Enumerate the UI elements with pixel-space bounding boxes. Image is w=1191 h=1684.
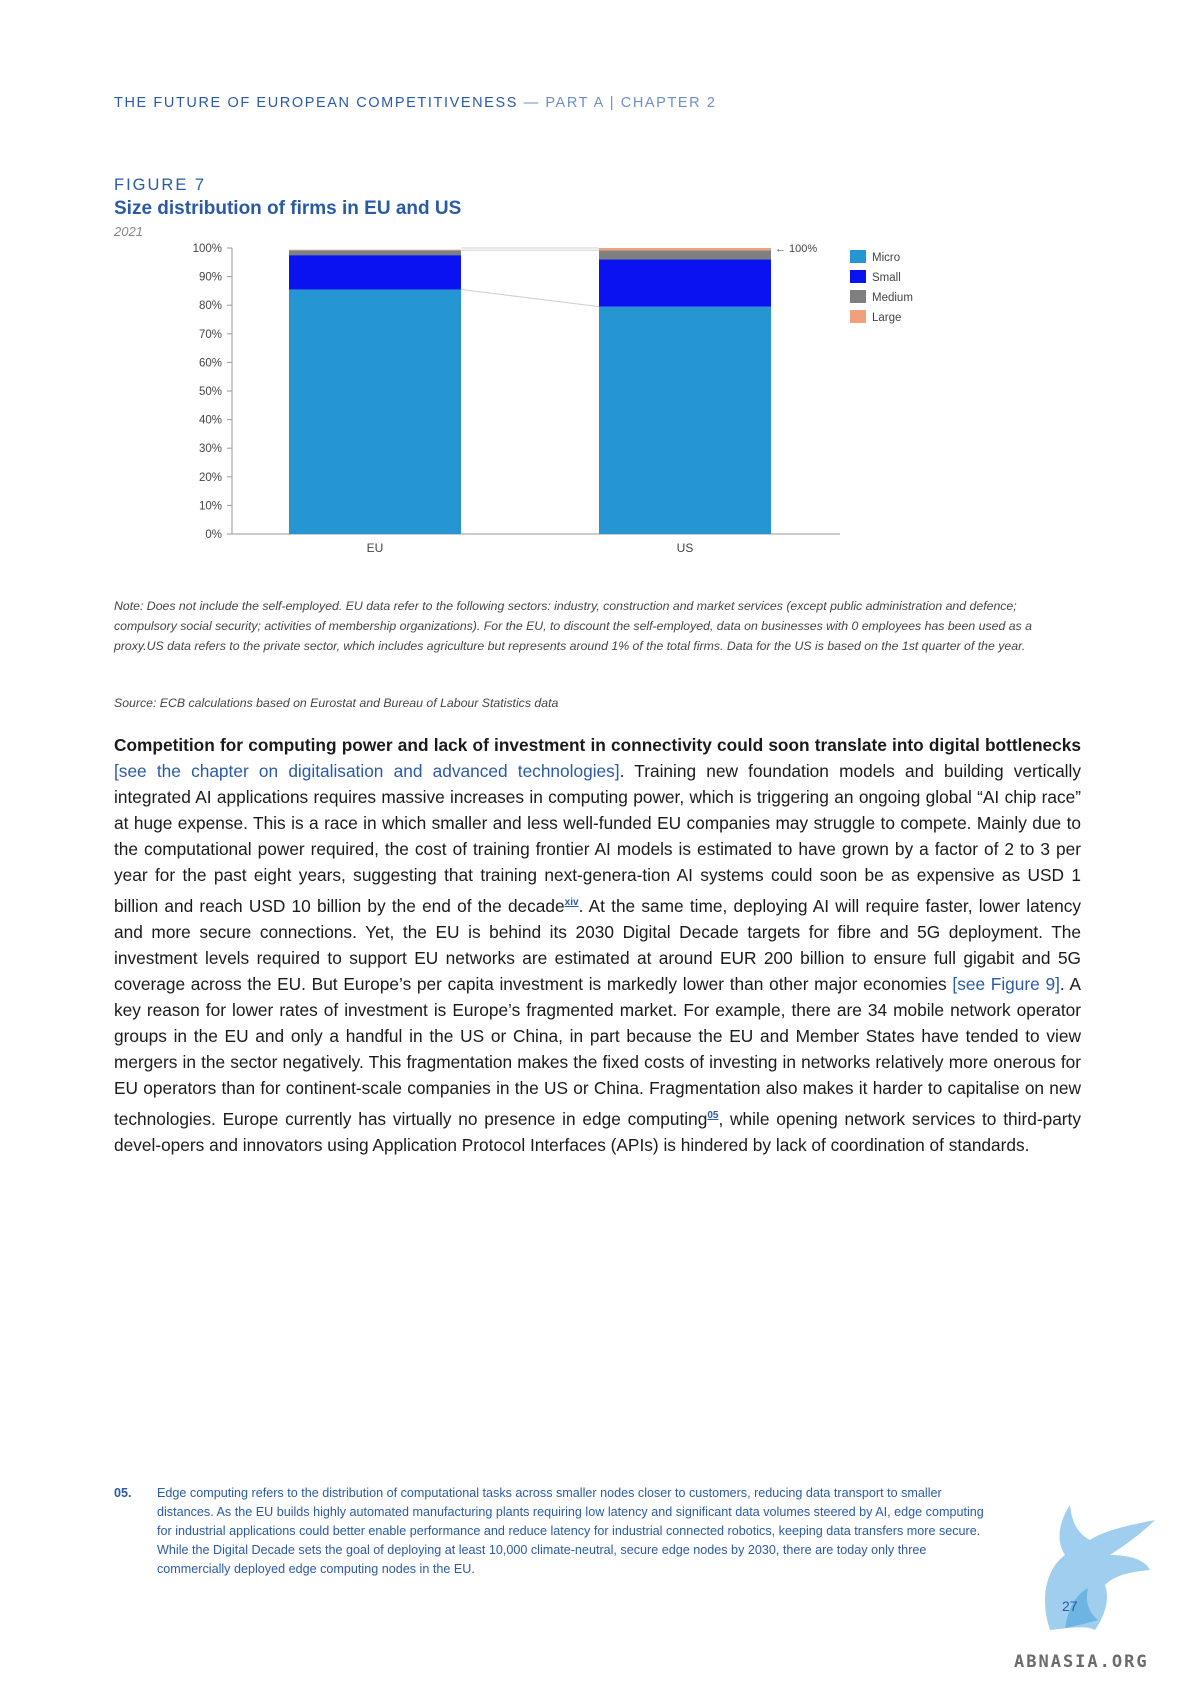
bar-micro-eu [289,289,461,534]
y-tick-label: 0% [205,529,222,541]
footnote-text: Edge computing refers to the distributio… [157,1486,984,1576]
body-text-3: . A key reason for lower rates of invest… [114,973,1081,1129]
y-tick-label: 20% [199,472,222,484]
bar-micro-us [599,306,771,534]
griffin-logo-icon [1045,1505,1155,1630]
y-tick-label: 30% [199,443,222,455]
legend-label-micro: Micro [872,252,900,264]
bar-small-us [599,259,771,307]
bar-small-eu [289,255,461,290]
y-tick-label: 50% [199,386,222,398]
legend-label-small: Small [872,272,901,284]
legend-swatch-medium [850,290,866,303]
annotation-100: ← 100% [775,243,817,255]
legend-swatch-small [850,270,866,283]
bar-medium-us [599,250,771,260]
body-text-2: . At the same time, deploying AI will re… [114,895,1081,994]
chapter-link[interactable]: [see the chapter on digitalisation and a… [114,761,620,781]
y-tick-label: 100% [193,243,222,255]
stacked-bar-chart: 0% 10% 20% 30% 40% 50% 60% 70% 80% 90% 100% EU US ← 1… [193,243,913,555]
figure-source: Source: ECB calculations based on Eurost… [114,696,559,710]
footnote-05: 05. Edge computing refers to the distrib… [114,1484,994,1579]
running-header: THE FUTURE OF EUROPEAN COMPETITIVENESS —… [114,95,717,111]
body-paragraph: Competition for computing power and lack… [114,732,1081,1158]
lead-sentence: Competition for computing power and lack… [114,735,1081,755]
y-tick-label: 40% [199,415,222,427]
bar-large-us [599,248,771,251]
y-tick-label: 70% [199,329,222,341]
body-text-1: . Training new foundation models and bui… [114,761,1081,916]
y-tick-label: 80% [199,300,222,312]
body-text-4: , while opening network services to thir… [114,1108,1081,1155]
watermark: ABNASIA.ORG [1014,1652,1149,1672]
connector-line [460,288,600,308]
y-tick-label: 10% [199,500,222,512]
header-title: THE FUTURE OF EUROPEAN COMPETITIVENESS [114,95,518,111]
header-separator: — [518,95,546,111]
footnote-number: 05. [114,1486,132,1500]
figure-year: 2021 [114,224,143,239]
page-number: 27 [1062,1598,1078,1614]
figure-9-link[interactable]: [see Figure 9] [952,973,1060,994]
x-tick-label: EU [367,541,384,555]
footnote-ref-05[interactable]: 05 [707,1109,719,1121]
endnote-ref-xiv[interactable]: xiv [564,897,579,908]
y-tick-label: 60% [199,357,222,369]
y-tick-label: 90% [199,272,222,284]
figure-title: Size distribution of firms in EU and US [114,198,462,219]
legend-swatch-large [850,310,866,323]
figure-note: Note: Does not include the self-employed… [114,599,1032,653]
header-chapter: PART A | CHAPTER 2 [545,95,717,111]
legend-label-large: Large [872,312,901,324]
figure-number: FIGURE 7 [114,176,207,194]
legend-swatch-micro [850,250,866,263]
bar-medium-eu [289,250,461,256]
legend-label-medium: Medium [872,292,913,304]
bar-large-eu [289,249,461,251]
x-tick-label: US [677,541,694,555]
